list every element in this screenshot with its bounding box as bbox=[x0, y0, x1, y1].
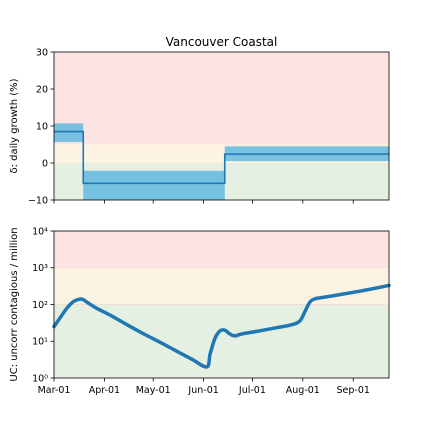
contagious-y-tick-label: 10³ bbox=[32, 263, 48, 274]
contagious-zone-1 bbox=[54, 267, 389, 305]
contagious-y-tick-label: 10⁴ bbox=[32, 226, 48, 237]
growth-zone-0 bbox=[54, 52, 389, 145]
growth-rate-panel: 30 20 10 0 −10 Vancouver Coastal δ: daily gr… bbox=[9, 35, 390, 206]
growth-y-tick-label: 10 bbox=[36, 121, 48, 132]
x-tick-label: Sep-01 bbox=[337, 385, 370, 396]
contagious-zones bbox=[54, 231, 389, 378]
x-tick-label: Mar-01 bbox=[38, 385, 71, 396]
x-tick-label: Jun-01 bbox=[187, 385, 218, 396]
growth-rate-line bbox=[54, 130, 389, 185]
growth-y-tick-label: 20 bbox=[36, 84, 48, 95]
contagious-y-axis-label: UC: uncorr contagious / million bbox=[9, 227, 20, 381]
contagious-y-tick-label: 10¹ bbox=[32, 337, 48, 348]
growth-y-tick-label: 0 bbox=[42, 158, 48, 169]
x-tick-label: Apr-01 bbox=[89, 385, 120, 396]
chart-title: Vancouver Coastal bbox=[166, 35, 278, 49]
growth-y-axis-label: δ: daily growth (%) bbox=[9, 78, 20, 173]
growth-x-tick-marks bbox=[53, 200, 354, 204]
contagious-zone-0 bbox=[54, 231, 389, 268]
growth-axes-frame bbox=[53, 51, 390, 201]
growth-band-1 bbox=[83, 170, 225, 200]
contagious-y-ticks: 10⁰ 10¹ 10² 10³ 10⁴ bbox=[32, 226, 54, 384]
growth-y-tick-label: −10 bbox=[28, 195, 48, 206]
contagious-x-ticks: Mar-01 Apr-01 May-01 Jun-01 Jul-01 Aug-01 Sep-… bbox=[38, 378, 370, 396]
growth-y-ticks: 30 20 10 0 −10 bbox=[28, 47, 54, 206]
x-tick-label: Jul-01 bbox=[238, 385, 266, 396]
x-tick-label: May-01 bbox=[136, 385, 171, 396]
contagious-y-tick-label: 10² bbox=[32, 300, 48, 311]
x-tick-label: Aug-01 bbox=[286, 385, 320, 396]
contagious-zone-2 bbox=[54, 304, 389, 378]
growth-band-0 bbox=[54, 123, 84, 142]
contagious-panel: 10⁰ 10¹ 10² 10³ 10⁴ Mar-01 Apr-01 May-01 Jun-01… bbox=[9, 226, 391, 396]
contagious-line bbox=[52, 283, 391, 369]
contagious-y-tick-label: 10⁰ bbox=[32, 373, 48, 384]
growth-y-tick-label: 30 bbox=[36, 47, 48, 58]
contagious-axes-frame bbox=[53, 230, 390, 379]
